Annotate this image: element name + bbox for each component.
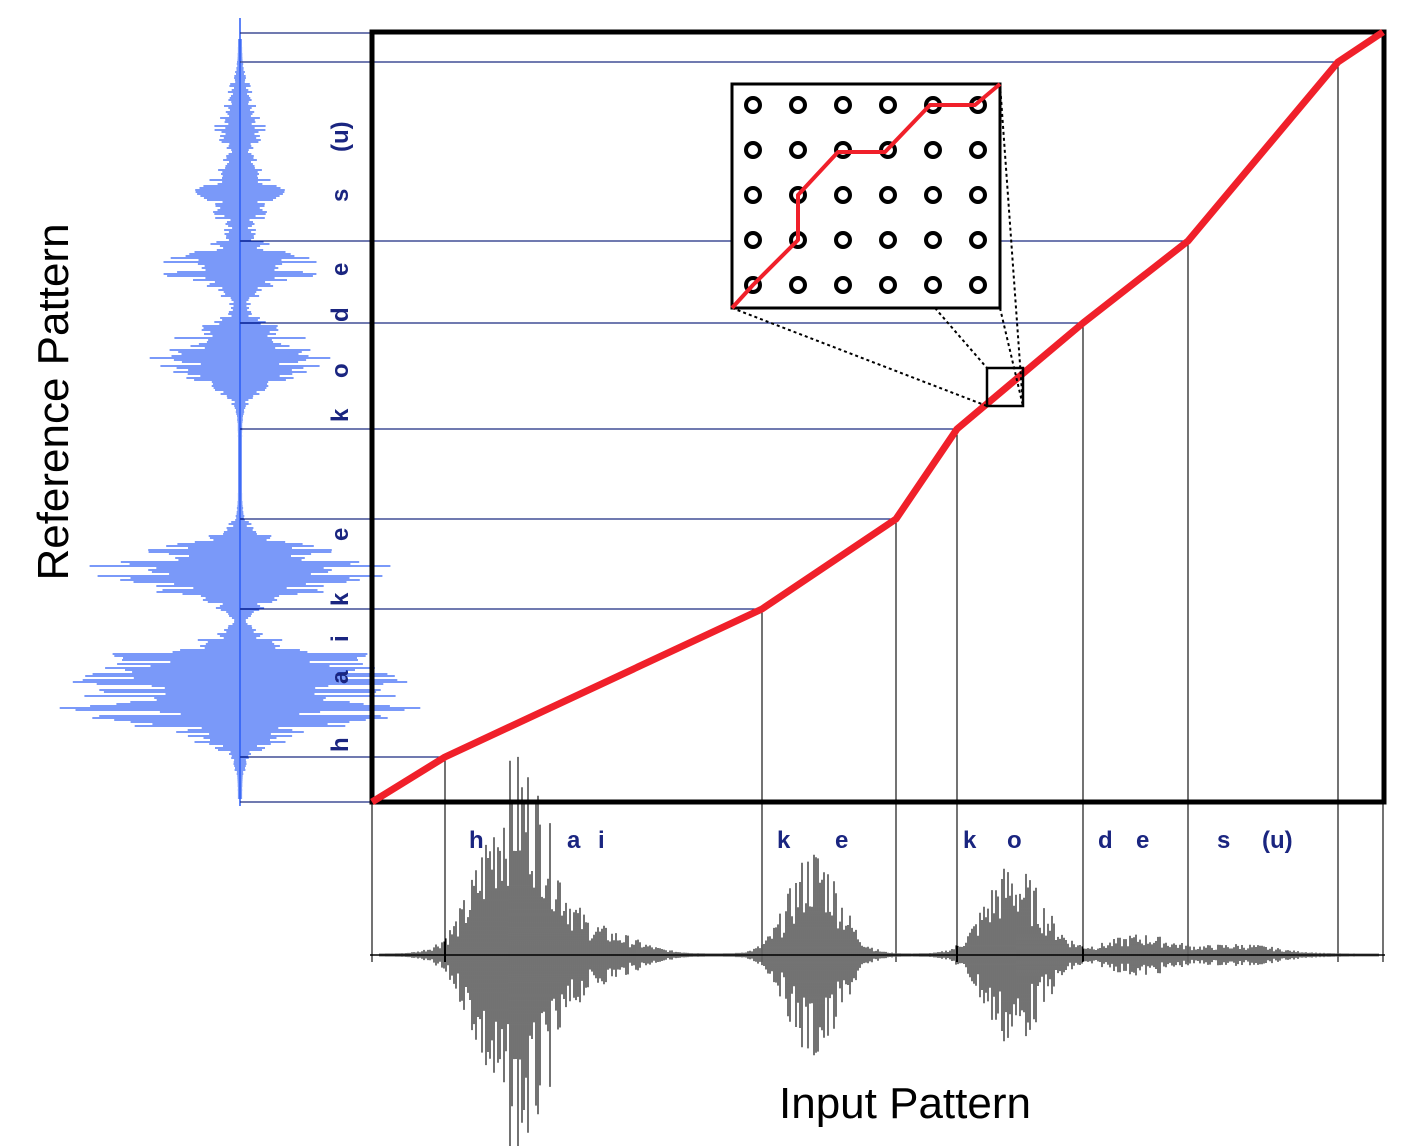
inset-grid <box>730 82 1002 310</box>
input-phoneme-a: a <box>567 827 581 854</box>
inset-grid-node <box>969 231 987 249</box>
inset-grid-node <box>744 96 762 114</box>
reference-phoneme-labels: h a i k e k o d e s (u) <box>327 121 354 752</box>
inset-grid-node <box>834 96 852 114</box>
input-phoneme-i: i <box>598 827 605 854</box>
inset-grid-node <box>834 231 852 249</box>
input-phoneme-o: o <box>1007 827 1022 854</box>
input-phoneme-u: (u) <box>1262 827 1293 854</box>
inset-grid-node <box>744 231 762 249</box>
inset-grid-node <box>744 186 762 204</box>
reference-phoneme-e1: e <box>327 528 354 541</box>
input-phoneme-h: h <box>469 827 484 854</box>
inset-grid-nodes <box>744 96 987 294</box>
reference-phoneme-k1: k <box>327 592 354 606</box>
inset-grid-node <box>924 276 942 294</box>
reference-phoneme-i: i <box>327 635 354 642</box>
inset-grid-node <box>924 231 942 249</box>
inset-grid-node <box>879 231 897 249</box>
zoom-connector-lines <box>731 83 1024 407</box>
inset-grid-node <box>879 186 897 204</box>
inset-grid-node <box>879 96 897 114</box>
inset-grid-node <box>789 276 807 294</box>
alignment-matrix-frame <box>369 29 1387 805</box>
input-phoneme-s: s <box>1217 827 1230 854</box>
inset-frame <box>730 82 1002 310</box>
inset-grid-node <box>834 186 852 204</box>
reference-phoneme-a: a <box>327 670 354 684</box>
input-phoneme-d: d <box>1098 827 1113 854</box>
input-phoneme-labels: h a i k e k o d e s (u) <box>469 827 1293 854</box>
reference-axis-title: Reference Pattern <box>29 223 78 580</box>
inset-grid-node <box>879 276 897 294</box>
inset-grid-node <box>969 276 987 294</box>
input-phoneme-e1: e <box>835 827 848 854</box>
inset-grid-node <box>924 141 942 159</box>
inset-grid-node <box>969 186 987 204</box>
inset-grid-node <box>834 276 852 294</box>
inset-grid-node <box>924 186 942 204</box>
input-phoneme-e2: e <box>1136 827 1149 854</box>
inset-warping-path <box>730 82 1002 310</box>
reference-phoneme-s: s <box>327 189 354 202</box>
reference-phoneme-k2: k <box>327 408 354 422</box>
inset-grid-node <box>744 141 762 159</box>
warping-path <box>370 29 1385 805</box>
inset-grid-node <box>789 96 807 114</box>
input-axis-title: Input Pattern <box>779 1079 1031 1128</box>
reference-phoneme-o: o <box>327 363 354 378</box>
reference-phoneme-h: h <box>327 737 354 752</box>
reference-phoneme-u: (u) <box>327 121 354 152</box>
inset-grid-node <box>969 141 987 159</box>
reference-guide-lines <box>240 32 1338 803</box>
input-phoneme-k1: k <box>777 827 791 854</box>
input-phoneme-k2: k <box>963 827 977 854</box>
reference-phoneme-d: d <box>327 307 354 322</box>
zoom-region-box <box>985 366 1025 408</box>
inset-grid-node <box>789 141 807 159</box>
reference-phoneme-e2: e <box>327 263 354 276</box>
